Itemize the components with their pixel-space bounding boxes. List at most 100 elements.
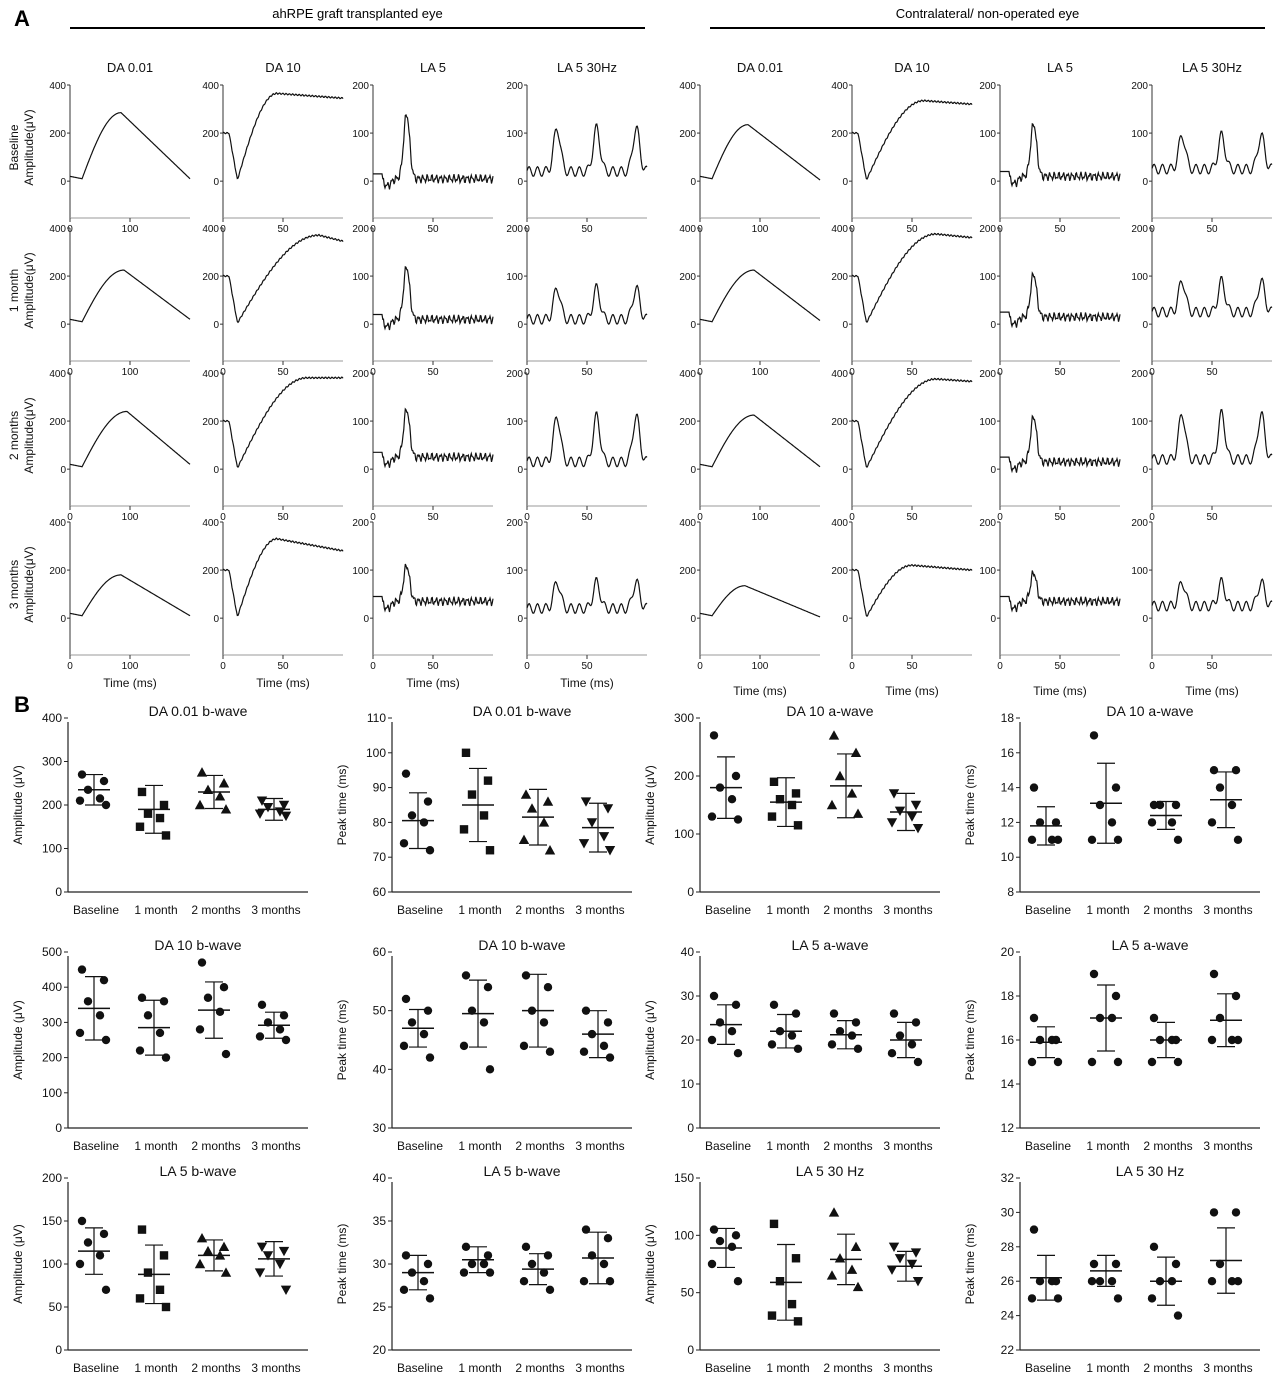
data-point bbox=[1053, 1057, 1063, 1067]
data-point bbox=[775, 795, 785, 804]
waveform-xtick-label: 100 bbox=[752, 661, 769, 672]
scatter-ytick-label: 100 bbox=[674, 1228, 694, 1242]
waveform-ytick-label: 400 bbox=[202, 81, 219, 92]
scatter-ytick-label: 150 bbox=[674, 1171, 694, 1185]
scatter-ytick-label: 18 bbox=[1001, 711, 1015, 725]
data-point bbox=[137, 993, 147, 1002]
waveform-xtick-label: 0 bbox=[697, 512, 703, 523]
data-point bbox=[791, 1009, 801, 1018]
scatter-ylabel: Amplitude (μV) bbox=[643, 1224, 657, 1304]
waveform-ytick-label: 200 bbox=[352, 369, 369, 380]
data-point bbox=[787, 1031, 797, 1040]
scatter-category-label: 1 month bbox=[766, 1139, 809, 1153]
data-point bbox=[769, 1219, 779, 1229]
data-point bbox=[578, 839, 590, 849]
scatter-ytick-label: 0 bbox=[687, 1343, 694, 1357]
scatter-category-label: 2 months bbox=[1143, 1361, 1192, 1375]
waveform-trace bbox=[526, 577, 648, 615]
data-point bbox=[143, 1011, 153, 1020]
waveform-ytick-label: 100 bbox=[979, 417, 996, 428]
data-point bbox=[1231, 766, 1241, 775]
data-point bbox=[581, 1006, 591, 1015]
scatter-ytick-label: 30 bbox=[681, 989, 695, 1003]
data-point bbox=[425, 1053, 435, 1062]
data-point bbox=[709, 1225, 719, 1234]
scatter-title: LA 5 30 Hz bbox=[796, 1163, 865, 1179]
data-point bbox=[912, 1277, 924, 1287]
scatter-category-label: Baseline bbox=[73, 903, 119, 917]
data-point bbox=[1035, 1035, 1045, 1045]
data-point bbox=[278, 800, 290, 811]
data-point bbox=[579, 1047, 589, 1056]
data-point bbox=[407, 1268, 417, 1277]
data-point bbox=[262, 802, 274, 813]
data-point bbox=[911, 1018, 921, 1027]
time-axis-label: Time (ms) bbox=[256, 676, 310, 690]
waveform-xtick-label: 50 bbox=[906, 224, 918, 235]
waveform-xtick-label: 50 bbox=[277, 512, 289, 523]
scatter-plot-3: DA 10 a-wave 8 10 12 14 16 18 Peak time (ms) Bas… bbox=[963, 703, 1260, 917]
data-point bbox=[894, 1254, 906, 1264]
data-point bbox=[828, 730, 840, 740]
waveform-ytick-label: 0 bbox=[517, 614, 523, 625]
scatter-category-label: Baseline bbox=[397, 1139, 443, 1153]
data-point bbox=[580, 797, 592, 807]
scatter-ylabel: Peak time (ms) bbox=[963, 1000, 977, 1081]
group-underline-contralateral bbox=[710, 27, 1265, 29]
data-point bbox=[1047, 1035, 1057, 1045]
data-point bbox=[1167, 1277, 1177, 1286]
scatter-category-label: 3 months bbox=[575, 903, 624, 917]
time-axis-label: Time (ms) bbox=[885, 684, 939, 698]
waveform-xtick-label: 50 bbox=[1206, 512, 1218, 523]
waveform-xtick-label: 50 bbox=[427, 367, 439, 378]
waveform-ytick-label: 0 bbox=[1142, 320, 1148, 331]
data-point bbox=[767, 1311, 777, 1320]
waveform-ytick-label: 400 bbox=[49, 369, 66, 380]
scatter-ytick-label: 100 bbox=[366, 746, 386, 760]
waveform-ytick-label: 400 bbox=[679, 224, 696, 235]
data-point bbox=[280, 1285, 292, 1295]
data-point bbox=[886, 1265, 898, 1275]
data-point bbox=[846, 1264, 858, 1274]
waveform-trace bbox=[851, 232, 973, 323]
waveform-plot-14: 0 100 200 0 50 Time (ms) bbox=[352, 518, 494, 690]
data-point bbox=[155, 1028, 165, 1038]
data-point bbox=[1087, 1277, 1097, 1286]
data-point bbox=[539, 1018, 549, 1027]
group-title-transplanted: ahRPE graft transplanted eye bbox=[272, 6, 443, 21]
data-point bbox=[769, 777, 779, 786]
waveform-xtick-label: 0 bbox=[220, 367, 226, 378]
data-point bbox=[203, 993, 213, 1002]
scatter-category-label: 3 months bbox=[251, 1139, 300, 1153]
scatter-ytick-label: 150 bbox=[42, 1214, 62, 1228]
scatter-category-label: Baseline bbox=[705, 1361, 751, 1375]
scatter-ytick-label: 30 bbox=[373, 1121, 387, 1135]
waveform-ytick-label: 0 bbox=[990, 320, 996, 331]
data-point bbox=[910, 800, 922, 811]
waveform-ytick-label: 100 bbox=[1131, 129, 1148, 140]
data-point bbox=[709, 731, 719, 740]
waveform-ytick-label: 200 bbox=[679, 566, 696, 577]
waveform-ytick-label: 400 bbox=[49, 81, 66, 92]
scatter-category-label: 1 month bbox=[134, 903, 177, 917]
data-point bbox=[791, 1254, 801, 1263]
scatter-plot-9: LA 5 b-wave 20 25 30 35 40 Peak time (ms) Basel… bbox=[335, 1163, 632, 1375]
waveform-trace bbox=[526, 411, 648, 468]
waveform-ytick-label: 200 bbox=[831, 566, 848, 577]
waveform-ytick-label: 200 bbox=[506, 81, 523, 92]
data-point bbox=[834, 1253, 846, 1263]
scatter-title: LA 5 b-wave bbox=[483, 1163, 560, 1179]
scatter-category-label: Baseline bbox=[1025, 903, 1071, 917]
waveform-trace bbox=[222, 537, 344, 617]
scatter-ytick-label: 90 bbox=[373, 781, 387, 795]
data-point bbox=[1149, 800, 1159, 810]
data-point bbox=[1107, 1277, 1117, 1286]
data-point bbox=[1167, 1035, 1177, 1045]
waveform-trace bbox=[222, 376, 344, 468]
row-ylabel-2: Amplitude(μV) bbox=[22, 397, 36, 473]
data-point bbox=[274, 807, 286, 817]
